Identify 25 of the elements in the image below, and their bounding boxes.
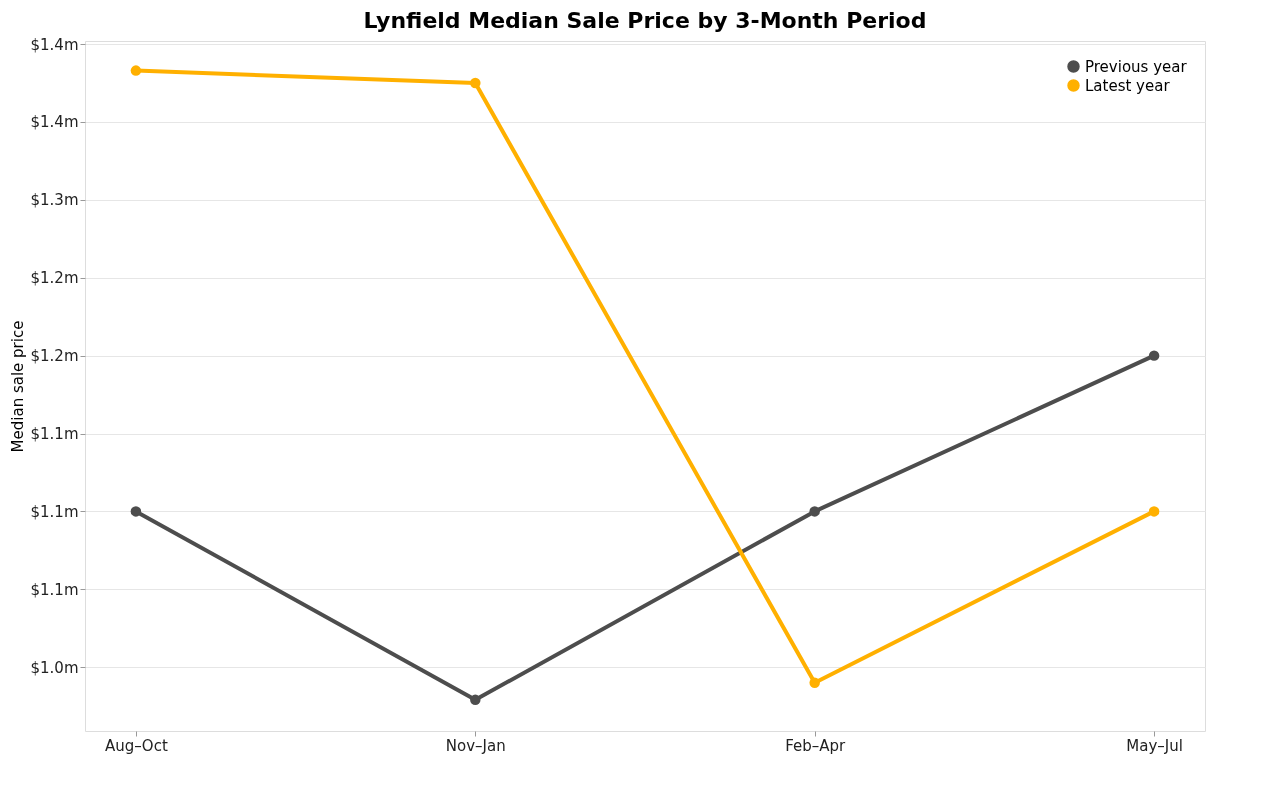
point bbox=[809, 506, 820, 517]
x-tick-label: Feb–Apr bbox=[785, 736, 847, 755]
point bbox=[809, 677, 820, 688]
point bbox=[470, 694, 481, 706]
point bbox=[1148, 350, 1160, 361]
x-tick-label: May–Jul bbox=[1126, 736, 1183, 755]
y-tick-label: $1.2m bbox=[30, 347, 79, 366]
y-tick-label: $1.3m bbox=[30, 191, 79, 210]
point bbox=[470, 77, 481, 89]
point bbox=[1148, 506, 1160, 517]
y-tick-label: $1.1m bbox=[30, 502, 79, 521]
y-tick-label: $1.1m bbox=[30, 425, 79, 444]
y-tick-label: $1.1m bbox=[30, 580, 79, 599]
y-axis-title: Median sale price bbox=[9, 320, 28, 453]
legend-label: Latest year bbox=[1085, 76, 1171, 95]
y-tick-label: $1.2m bbox=[30, 269, 79, 288]
legend-label: Previous year bbox=[1085, 57, 1188, 76]
y-tick-label: $1.4m bbox=[30, 113, 79, 132]
point bbox=[130, 506, 142, 517]
chart-title: Lynfield Median Sale Price by 3-Month Period bbox=[363, 8, 927, 34]
x-tick-label: Aug–Oct bbox=[105, 736, 168, 755]
y-tick-label: $1.0m bbox=[30, 658, 79, 677]
y-tick-label: $1.4m bbox=[30, 35, 79, 54]
x-tick-label: Nov–Jan bbox=[445, 736, 506, 755]
point bbox=[130, 65, 142, 76]
